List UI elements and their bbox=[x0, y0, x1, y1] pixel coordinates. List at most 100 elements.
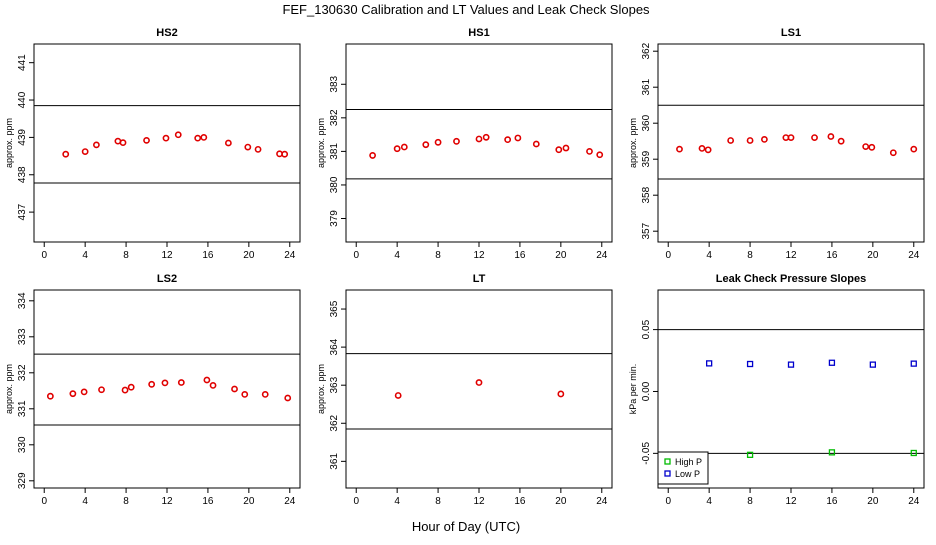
data-point bbox=[482, 133, 490, 141]
x-tick-label: 4 bbox=[394, 496, 400, 507]
y-tick-label: -0.05 bbox=[641, 442, 652, 465]
data-point bbox=[514, 134, 522, 142]
y-axis-label: approx. ppm bbox=[4, 118, 14, 168]
x-tick-label: 4 bbox=[82, 496, 88, 507]
data-point bbox=[241, 390, 249, 398]
figure-x-axis-label: Hour of Day (UTC) bbox=[412, 519, 520, 534]
x-tick-label: 24 bbox=[284, 496, 296, 507]
data-point bbox=[121, 386, 129, 394]
data-point bbox=[244, 143, 252, 151]
data-point-high-p bbox=[910, 449, 917, 457]
data-point bbox=[827, 133, 835, 140]
x-tick-label: 4 bbox=[706, 496, 712, 507]
y-tick-label: 333 bbox=[17, 328, 28, 345]
data-point bbox=[69, 390, 77, 398]
y-tick-label: 361 bbox=[329, 453, 340, 470]
data-point bbox=[143, 136, 150, 144]
y-axis-label: approx. ppm bbox=[316, 118, 326, 168]
y-tick-label: 439 bbox=[17, 129, 28, 146]
data-point bbox=[194, 134, 202, 142]
x-tick-label: 0 bbox=[353, 250, 359, 261]
x-tick-label: 16 bbox=[202, 250, 214, 261]
data-point bbox=[177, 379, 185, 386]
x-tick-label: 12 bbox=[473, 250, 485, 261]
y-tick-label: 331 bbox=[17, 400, 28, 417]
x-tick-label: 20 bbox=[867, 496, 879, 507]
data-point bbox=[910, 145, 918, 153]
data-point bbox=[422, 141, 430, 149]
data-point bbox=[532, 140, 540, 148]
x-tick-label: 20 bbox=[555, 250, 567, 261]
x-tick-label: 16 bbox=[514, 250, 526, 261]
data-point bbox=[393, 145, 401, 153]
y-tick-label: 0.05 bbox=[641, 319, 652, 339]
x-tick-label: 20 bbox=[867, 250, 879, 261]
x-tick-label: 24 bbox=[908, 496, 920, 507]
x-tick-label: 16 bbox=[826, 496, 838, 507]
panel-title: Leak Check Pressure Slopes bbox=[716, 273, 866, 285]
x-tick-label: 12 bbox=[785, 496, 797, 507]
data-point-low-p bbox=[787, 361, 795, 368]
x-tick-label: 20 bbox=[243, 496, 255, 507]
data-point bbox=[868, 143, 876, 151]
x-tick-label: 0 bbox=[665, 250, 671, 261]
x-tick-label: 20 bbox=[243, 250, 255, 261]
y-tick-label: 358 bbox=[641, 186, 652, 203]
panel-title: LS2 bbox=[157, 273, 177, 285]
data-point bbox=[727, 137, 735, 144]
y-tick-label: 382 bbox=[329, 109, 340, 126]
data-point bbox=[46, 392, 54, 400]
y-tick-label: 332 bbox=[17, 364, 28, 381]
legend: High P Low P bbox=[657, 451, 709, 485]
data-point bbox=[224, 139, 232, 147]
x-tick-label: 8 bbox=[435, 250, 441, 261]
data-point bbox=[557, 390, 565, 398]
figure-title: FEF_130630 Calibration and LT Values and… bbox=[282, 2, 650, 17]
panel-title: HS2 bbox=[156, 27, 177, 39]
x-tick-label: 12 bbox=[785, 250, 797, 261]
x-tick-label: 8 bbox=[747, 496, 753, 507]
plot-frame bbox=[33, 289, 301, 489]
data-point bbox=[811, 134, 818, 141]
y-tick-label: 334 bbox=[17, 292, 28, 309]
x-tick-label: 24 bbox=[596, 250, 608, 261]
data-point bbox=[284, 394, 292, 402]
y-axis-label: kPa per min. bbox=[628, 364, 638, 415]
data-point bbox=[434, 138, 442, 146]
x-tick-label: 12 bbox=[473, 496, 485, 507]
data-point-high-p bbox=[746, 451, 754, 458]
y-axis-label: approx. ppm bbox=[4, 364, 14, 414]
x-tick-label: 8 bbox=[123, 496, 129, 507]
data-point bbox=[200, 133, 208, 141]
y-tick-label: 381 bbox=[329, 143, 340, 160]
x-tick-label: 20 bbox=[555, 496, 567, 507]
data-point bbox=[704, 146, 712, 154]
chart-panel-5: LT 0 4 8 12 16 20 24 361 362 363 364 365 approx. ppm bbox=[316, 273, 613, 507]
panel-title: LS1 bbox=[781, 27, 801, 39]
data-point bbox=[98, 386, 105, 394]
plot-frame bbox=[345, 289, 613, 489]
data-point-low-p bbox=[910, 360, 917, 367]
data-point bbox=[586, 147, 593, 155]
y-tick-label: 357 bbox=[641, 222, 652, 239]
legend-marker bbox=[664, 470, 671, 477]
x-tick-label: 16 bbox=[826, 250, 838, 261]
y-tick-label: 365 bbox=[329, 300, 340, 317]
x-tick-label: 4 bbox=[394, 250, 400, 261]
y-tick-label: 440 bbox=[17, 91, 28, 108]
data-point bbox=[761, 135, 768, 143]
data-point bbox=[453, 137, 460, 145]
data-point bbox=[81, 148, 89, 155]
x-tick-label: 0 bbox=[353, 496, 359, 507]
x-tick-label: 12 bbox=[161, 496, 173, 507]
y-tick-label: 380 bbox=[329, 176, 340, 193]
y-tick-label: 0.00 bbox=[641, 381, 652, 401]
y-tick-label: 363 bbox=[329, 376, 340, 393]
y-tick-label: 330 bbox=[17, 436, 28, 453]
data-point bbox=[555, 146, 563, 154]
x-tick-label: 8 bbox=[435, 496, 441, 507]
x-tick-label: 4 bbox=[706, 250, 712, 261]
legend-label: Low P bbox=[675, 469, 700, 479]
